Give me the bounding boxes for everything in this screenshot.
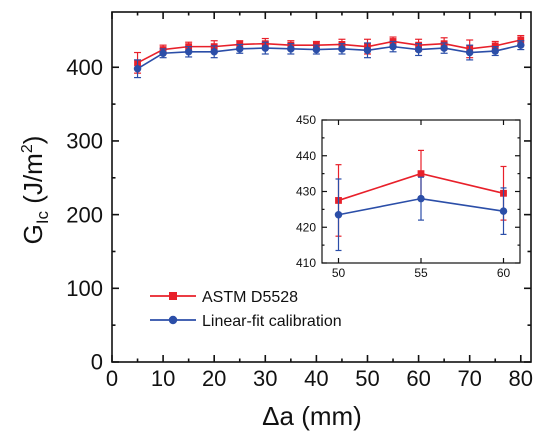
main-frame bbox=[111, 11, 532, 363]
legend-label-0: ASTM D5528 bbox=[202, 289, 298, 306]
inset-y-tick-label: 440 bbox=[296, 149, 316, 163]
main-data-point-circle bbox=[210, 48, 218, 56]
main-y-tick-label: 0 bbox=[91, 350, 103, 375]
inset-plot: 50 55 60 410 420 430 440 450 bbox=[296, 113, 521, 280]
main-data-point-square bbox=[517, 36, 525, 44]
legend-marker-square bbox=[169, 292, 177, 300]
main-data-point-circle bbox=[491, 47, 499, 55]
inset-x-tick-label: 55 bbox=[414, 266, 428, 280]
main-plot: 0 10 20 30 40 50 60 70 80 0 100 200 300 400 bbox=[66, 11, 533, 391]
main-data-point-circle bbox=[440, 44, 448, 52]
main-data-point-circle bbox=[159, 49, 167, 58]
inset-data-point-circle bbox=[417, 194, 425, 203]
inset-data-point-square bbox=[417, 170, 425, 178]
inset-x-tick-label: 60 bbox=[497, 266, 511, 280]
main-data-point-circle bbox=[414, 45, 423, 54]
main-x-tick-label: 60 bbox=[406, 366, 430, 391]
main-data-point-square bbox=[491, 42, 499, 50]
inset-y-tick-label: 450 bbox=[296, 113, 316, 127]
legend: ASTM D5528 Linear-fit calibration bbox=[150, 289, 342, 330]
main-y-tick-label: 400 bbox=[66, 55, 103, 80]
main-y-tick-label: 300 bbox=[66, 129, 103, 154]
main-data-point-circle bbox=[261, 44, 270, 52]
main-y-tick-label: 100 bbox=[66, 276, 103, 301]
main-data-point-circle bbox=[338, 45, 346, 53]
y-axis-title-text: GIc (J/m2) bbox=[18, 136, 52, 245]
main-x-tick-label: 10 bbox=[151, 366, 175, 391]
main-data-point-circle bbox=[236, 45, 244, 53]
main-x-tick-label: 0 bbox=[106, 366, 118, 391]
main-x-tick-label: 30 bbox=[253, 366, 277, 391]
inset-x-tick-label: 50 bbox=[332, 266, 346, 280]
main-y-tick-label: 200 bbox=[66, 202, 103, 227]
legend-label-1: Linear-fit calibration bbox=[202, 313, 342, 330]
inset-y-tick-label: 410 bbox=[296, 256, 316, 270]
main-x-tick-label: 40 bbox=[304, 366, 328, 391]
main-x-tick-label: 20 bbox=[202, 366, 226, 391]
inset-data-point-circle bbox=[334, 210, 343, 219]
main-data-point-circle bbox=[184, 48, 193, 56]
main-series-line-1 bbox=[137, 44, 521, 70]
main-data-point-circle bbox=[133, 64, 142, 73]
inset-data-point-circle bbox=[499, 207, 508, 215]
inset-y-tick-label: 430 bbox=[296, 185, 316, 199]
main-data-point-circle bbox=[312, 45, 321, 54]
main-series-line-0 bbox=[137, 39, 521, 64]
main-data-point-circle bbox=[389, 42, 397, 51]
main-x-tick-label: 80 bbox=[509, 366, 533, 391]
inset-y-tick-label: 420 bbox=[296, 220, 316, 234]
y-axis-title: GIc (J/m2) bbox=[18, 136, 52, 245]
main-data-point-circle bbox=[363, 46, 372, 55]
main-x-tick-label: 70 bbox=[457, 366, 481, 391]
main-data-point-circle bbox=[465, 48, 474, 57]
main-data-point-circle bbox=[287, 45, 295, 53]
main-data-point-circle bbox=[517, 41, 525, 49]
main-x-tick-label: 50 bbox=[355, 366, 379, 391]
x-axis-title: Δa (mm) bbox=[262, 401, 362, 431]
legend-marker-circle bbox=[168, 315, 178, 325]
